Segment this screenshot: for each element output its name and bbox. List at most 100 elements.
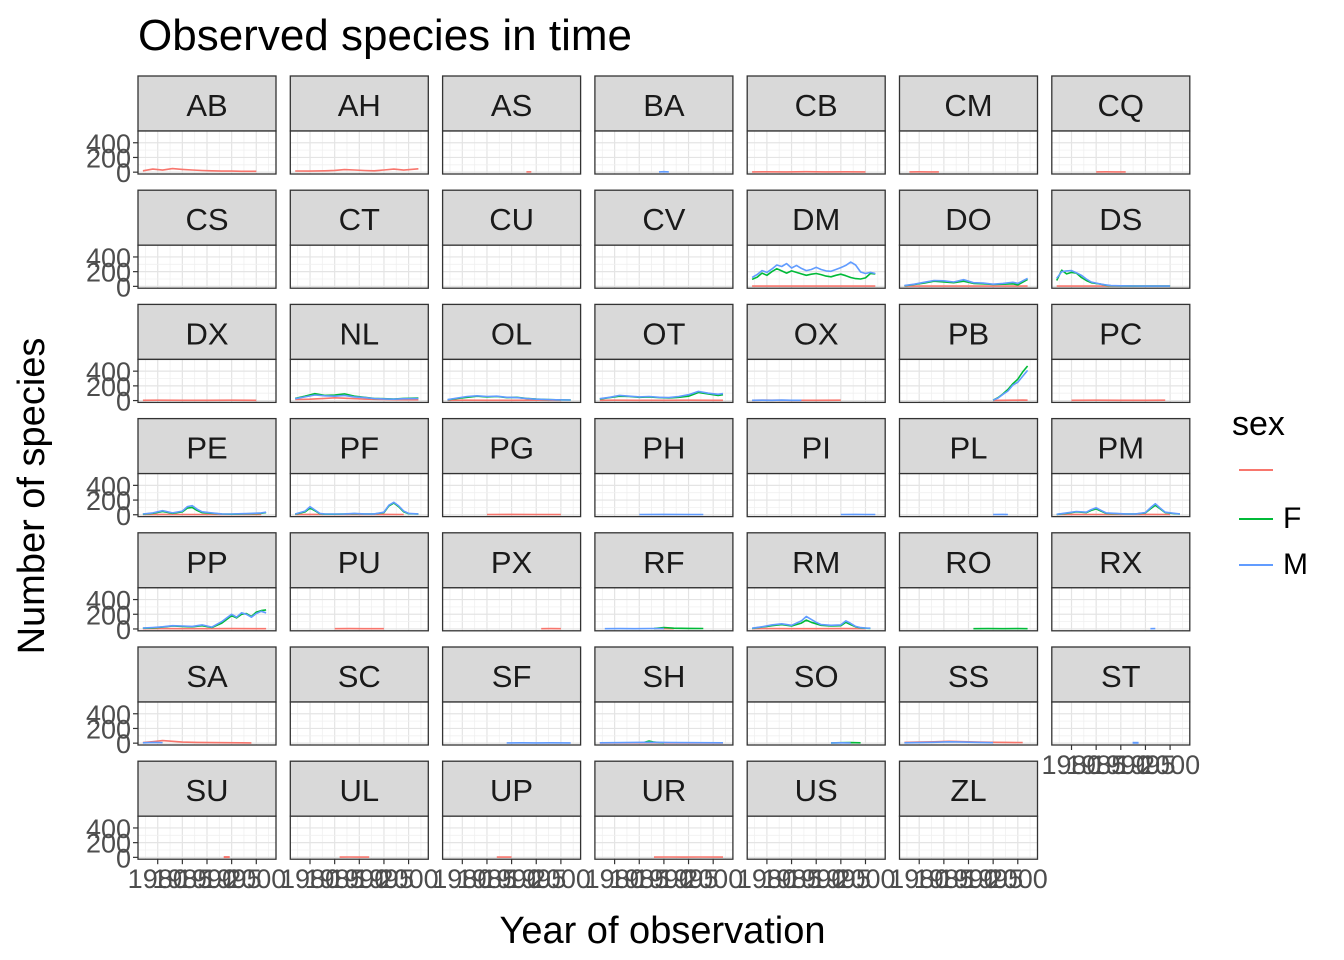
- y-tick-label: 200: [86, 258, 131, 288]
- facet-pg: PG: [441, 417, 582, 518]
- facet-pb: PB: [898, 303, 1039, 404]
- facet-strip-label: RF: [643, 545, 684, 580]
- facet-strip-label: PX: [491, 545, 533, 580]
- facet-strip: [137, 760, 277, 817]
- x-tick-label: 1990: [482, 864, 542, 894]
- facet-strip-label: SS: [948, 659, 989, 694]
- facet-strip-label: UL: [339, 773, 379, 808]
- facet-strip-label: PL: [950, 431, 988, 466]
- facet-strip: [137, 75, 277, 132]
- facet-px: PX: [441, 532, 582, 632]
- facet-strip-label: PH: [642, 431, 685, 466]
- x-tick-label: 1990: [634, 864, 694, 894]
- facet-pi: PI: [746, 417, 886, 518]
- facet-ba: BA: [594, 75, 734, 175]
- facet-strip: [137, 303, 277, 361]
- y-tick-label: 400: [86, 129, 131, 159]
- facet-strip: [441, 760, 582, 817]
- facet-panel-border: [137, 587, 277, 632]
- series-line-F: [751, 267, 876, 281]
- facet-strip-label: BA: [643, 88, 685, 123]
- facet-strip-label: DO: [945, 202, 992, 237]
- facet-strip-label: UR: [642, 773, 687, 808]
- facet-strip: [898, 75, 1039, 132]
- facet-strip-label: CB: [795, 88, 838, 123]
- facet-panel-border: [1051, 358, 1191, 404]
- series-line-M: [992, 369, 1029, 401]
- legend-swatch-m: [1239, 564, 1273, 566]
- facet-strip-label: DM: [792, 202, 840, 237]
- legend-key-blank: [1236, 456, 1276, 484]
- facet-strip-label: PG: [489, 431, 534, 466]
- y-tick-label: 400: [86, 243, 131, 273]
- x-tick-label: 1985: [457, 864, 517, 894]
- facet-ro: RO: [898, 532, 1039, 632]
- facet-strip: [1051, 303, 1191, 361]
- x-tick-label: 1995: [354, 864, 414, 894]
- x-tick-label: 1995: [506, 864, 566, 894]
- x-tick-label: 2000: [683, 864, 743, 894]
- facet-strip-label: RM: [792, 545, 840, 580]
- series-line-blank: [295, 168, 419, 172]
- x-tick-label: 1985: [1066, 750, 1126, 780]
- facet-panel-border: [1051, 244, 1191, 289]
- series-line-M: [295, 394, 419, 401]
- facet-panel-border: [137, 472, 277, 518]
- facet-strip: [289, 532, 429, 589]
- facet-strip-label: CT: [339, 202, 380, 237]
- facet-pm: PM: [1051, 417, 1191, 518]
- facet-strip: [746, 417, 886, 475]
- facet-strip: [137, 532, 277, 589]
- facet-strip-label: PU: [338, 545, 381, 580]
- facet-strip: [898, 189, 1039, 246]
- y-tick-label: 0: [116, 615, 131, 645]
- facet-strip-label: NL: [339, 316, 379, 351]
- facet-ss: SS: [898, 646, 1039, 746]
- facet-panel-border: [594, 701, 734, 746]
- y-tick-label: 0: [116, 158, 131, 188]
- facet-cq: CQ: [1051, 75, 1191, 175]
- y-tick-label: 400: [86, 357, 131, 387]
- facet-strip-label: RO: [945, 545, 992, 580]
- facet-strip-label: CS: [185, 202, 228, 237]
- y-tick-label: 0: [116, 843, 131, 873]
- facet-strip-label: ZL: [950, 773, 986, 808]
- facet-strip-label: AB: [186, 88, 227, 123]
- facet-panel-border: [441, 587, 582, 632]
- facet-strip: [1051, 75, 1191, 132]
- x-tick-label: 1980: [280, 864, 340, 894]
- legend-key-f: [1236, 505, 1276, 533]
- y-axis-label: Number of species: [11, 337, 53, 655]
- facet-panel-border: [746, 244, 886, 289]
- facet-ah: AH: [289, 75, 429, 175]
- legend-title: sex: [1232, 405, 1285, 443]
- facet-ol: OL: [441, 303, 582, 404]
- y-tick-label: 200: [86, 486, 131, 516]
- facet-panel-border: [1051, 130, 1191, 175]
- facet-pc: PC: [1051, 303, 1191, 404]
- facet-strip-label: PP: [186, 545, 227, 580]
- facet-strip-label: SO: [794, 659, 839, 694]
- y-tick-label: 0: [116, 387, 131, 417]
- facet-strip-label: DX: [185, 316, 228, 351]
- facet-strip: [898, 532, 1039, 589]
- series-line-M: [1056, 502, 1180, 516]
- x-tick-label: 1985: [914, 864, 974, 894]
- facet-panel-border: [137, 244, 277, 289]
- facet-cv: CV: [594, 189, 734, 289]
- facet-do: DO: [898, 189, 1039, 289]
- facet-ox: OX: [746, 303, 886, 404]
- series-line-M: [599, 390, 724, 400]
- legend-key-m: [1236, 551, 1276, 579]
- x-tick-label: 1990: [329, 864, 389, 894]
- x-tick-label: 1980: [585, 864, 645, 894]
- facet-strip: [289, 75, 429, 132]
- y-tick-label: 200: [86, 600, 131, 630]
- facet-strip: [289, 760, 429, 817]
- x-tick-label: 1995: [811, 864, 871, 894]
